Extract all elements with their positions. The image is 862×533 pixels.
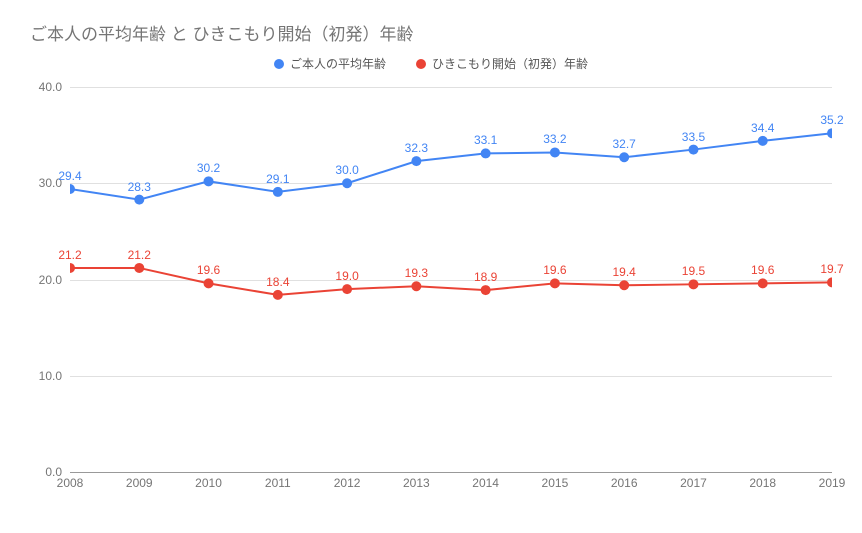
data-point (411, 281, 421, 291)
y-axis: 0.010.020.030.040.0 (30, 87, 70, 472)
data-point (619, 152, 629, 162)
data-label: 30.2 (197, 161, 220, 175)
data-point (550, 147, 560, 157)
data-label: 21.2 (128, 248, 151, 262)
chart-container: ご本人の平均年齢 と ひきこもり開始（初発）年齢 ご本人の平均年齢 ひきこもり開… (0, 0, 862, 533)
data-point (758, 136, 768, 146)
data-label: 35.2 (820, 113, 843, 127)
legend-dot-1 (416, 59, 426, 69)
data-label: 18.9 (474, 270, 497, 284)
data-point (688, 145, 698, 155)
data-label: 19.4 (612, 265, 635, 279)
data-label: 32.3 (405, 141, 428, 155)
legend-item-1: ひきこもり開始（初発）年齢 (416, 55, 588, 72)
x-tick: 2013 (403, 476, 430, 490)
data-label: 19.6 (751, 263, 774, 277)
x-tick: 2010 (195, 476, 222, 490)
data-label: 19.6 (197, 263, 220, 277)
legend-label-1: ひきこもり開始（初発）年齢 (432, 55, 588, 72)
data-point (70, 184, 75, 194)
y-tick: 40.0 (39, 80, 62, 94)
data-point (342, 178, 352, 188)
data-point (827, 128, 832, 138)
data-point (619, 280, 629, 290)
legend-dot-0 (274, 59, 284, 69)
data-label: 19.0 (335, 269, 358, 283)
series-line (70, 268, 832, 295)
data-point (134, 195, 144, 205)
x-tick: 2017 (680, 476, 707, 490)
data-point (204, 278, 214, 288)
x-tick: 2008 (57, 476, 84, 490)
data-point (70, 263, 75, 273)
data-label: 21.2 (58, 248, 81, 262)
data-label: 34.4 (751, 121, 774, 135)
legend: ご本人の平均年齢 ひきこもり開始（初発）年齢 (30, 55, 832, 72)
data-label: 19.6 (543, 263, 566, 277)
chart-svg (70, 87, 832, 472)
data-point (827, 277, 832, 287)
data-label: 19.7 (820, 262, 843, 276)
data-point (481, 285, 491, 295)
x-tick: 2016 (611, 476, 638, 490)
data-label: 29.1 (266, 172, 289, 186)
x-tick: 2012 (334, 476, 361, 490)
chart-title: ご本人の平均年齢 と ひきこもり開始（初発）年齢 (30, 20, 832, 45)
data-label: 19.3 (405, 266, 428, 280)
data-label: 28.3 (128, 180, 151, 194)
y-tick: 20.0 (39, 273, 62, 287)
legend-label-0: ご本人の平均年齢 (290, 55, 386, 72)
data-point (481, 148, 491, 158)
data-point (134, 263, 144, 273)
data-point (273, 187, 283, 197)
x-tick: 2014 (472, 476, 499, 490)
data-point (342, 284, 352, 294)
x-tick: 2009 (126, 476, 153, 490)
data-label: 33.1 (474, 133, 497, 147)
data-label: 33.2 (543, 132, 566, 146)
legend-item-0: ご本人の平均年齢 (274, 55, 386, 72)
x-tick: 2019 (819, 476, 846, 490)
data-label: 32.7 (612, 137, 635, 151)
data-label: 30.0 (335, 163, 358, 177)
data-label: 29.4 (58, 169, 81, 183)
x-tick: 2011 (265, 476, 291, 490)
data-point (688, 279, 698, 289)
data-label: 33.5 (682, 130, 705, 144)
y-tick: 10.0 (39, 369, 62, 383)
data-point (204, 176, 214, 186)
x-tick: 2015 (542, 476, 569, 490)
series-line (70, 133, 832, 199)
data-point (550, 278, 560, 288)
x-axis: 2008200920102011201220132014201520162017… (70, 472, 832, 492)
x-tick: 2018 (749, 476, 776, 490)
data-point (758, 278, 768, 288)
data-point (273, 290, 283, 300)
plot-area: 0.010.020.030.040.0 20082009201020112012… (30, 87, 832, 492)
data-label: 19.5 (682, 264, 705, 278)
data-point (411, 156, 421, 166)
data-label: 18.4 (266, 275, 289, 289)
